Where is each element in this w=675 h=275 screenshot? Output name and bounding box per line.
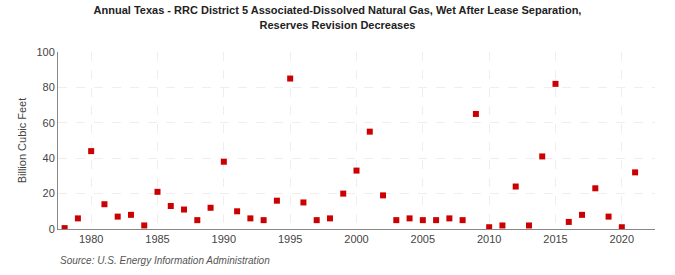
svg-text:1980: 1980 bbox=[79, 233, 103, 245]
svg-text:100: 100 bbox=[36, 46, 54, 58]
svg-text:40: 40 bbox=[43, 152, 55, 164]
svg-text:2015: 2015 bbox=[543, 233, 567, 245]
svg-text:Billion Cubic Feet: Billion Cubic Feet bbox=[16, 98, 28, 184]
svg-text:80: 80 bbox=[43, 81, 55, 93]
svg-text:2000: 2000 bbox=[344, 233, 368, 245]
svg-text:Annual Texas - RRC District 5: Annual Texas - RRC District 5 Associated… bbox=[94, 4, 582, 30]
svg-text:1985: 1985 bbox=[145, 233, 169, 245]
svg-text:0: 0 bbox=[49, 223, 55, 235]
svg-text:2020: 2020 bbox=[610, 233, 634, 245]
svg-text:Source: U.S. Energy Informatio: Source: U.S. Energy Information Administ… bbox=[60, 255, 270, 266]
svg-text:1995: 1995 bbox=[278, 233, 302, 245]
svg-text:20: 20 bbox=[43, 187, 55, 199]
svg-text:2010: 2010 bbox=[477, 233, 501, 245]
svg-text:1990: 1990 bbox=[212, 233, 236, 245]
svg-text:60: 60 bbox=[43, 117, 55, 129]
svg-text:2005: 2005 bbox=[411, 233, 435, 245]
